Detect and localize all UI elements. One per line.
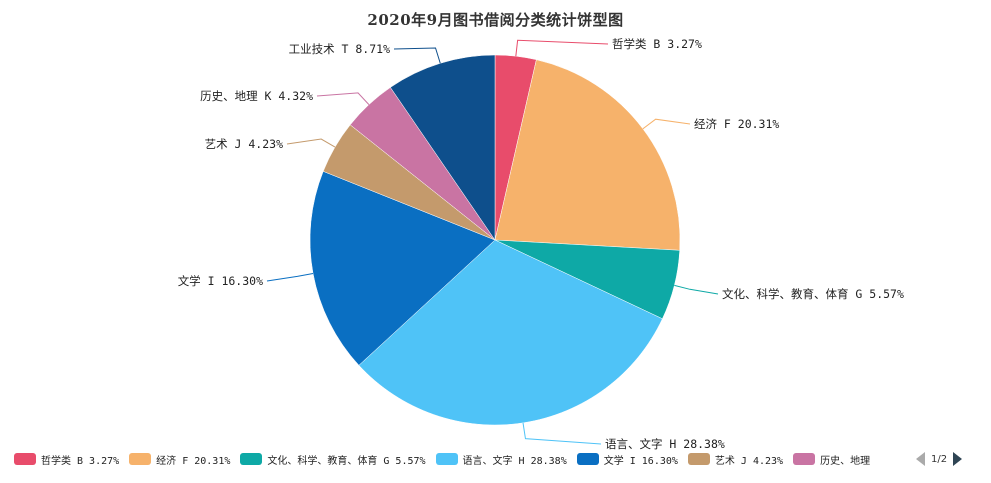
legend-swatch: [793, 453, 816, 465]
chart-title: 2020年9月图书借阅分类统计饼型图: [367, 11, 624, 29]
legend-item[interactable]: 文化、科学、教育、体育 G 5.57%: [240, 452, 426, 467]
legend-item[interactable]: 语言、文字 H 28.38%: [435, 452, 567, 467]
slice-label: 文学 I 16.30%: [178, 274, 263, 288]
legend-item[interactable]: 经济 F 20.31%: [129, 452, 230, 467]
slice-label: 工业技术 T 8.71%: [289, 42, 390, 56]
legend-label: 文化、科学、教育、体育 G 5.57%: [267, 455, 426, 467]
pie-slice[interactable]: [358, 239, 663, 426]
chart-legend: 哲学类 B 3.27% 经济 F 20.31% 文化、科学、教育、体育 G 5.57…: [14, 449, 986, 469]
legend-label: 历史、地理: [820, 455, 871, 467]
legend-label: 经济 F 20.31%: [156, 455, 231, 467]
legend-swatch: [687, 453, 710, 465]
legend-items: 哲学类 B 3.27% 经济 F 20.31% 文化、科学、教育、体育 G 5.57…: [14, 452, 914, 467]
slice-leader-line: [266, 272, 314, 282]
slice-leader-line: [674, 284, 719, 295]
legend-label: 语言、文字 H 28.38%: [462, 455, 567, 467]
slice-leader-line: [286, 138, 336, 148]
legend-swatch: [576, 453, 599, 465]
pie-slice[interactable]: [390, 54, 496, 241]
legend-page-indicator: 1/2: [931, 453, 948, 465]
slice-label: 文化、科学、教育、体育 G 5.57%: [722, 287, 904, 301]
legend-swatch: [129, 453, 152, 465]
slice-leader-line: [316, 92, 370, 105]
pie-slice[interactable]: [494, 59, 681, 251]
legend-next-page-icon[interactable]: [953, 452, 963, 466]
slice-leader-line: [515, 39, 609, 57]
legend-swatch: [435, 453, 458, 465]
slice-leader-line: [393, 47, 441, 64]
legend-label: 文学 I 16.30%: [603, 455, 678, 467]
pie-slice[interactable]: [309, 171, 496, 366]
legend-item[interactable]: 哲学类 B 3.27%: [14, 452, 119, 467]
legend-item[interactable]: 艺术 J 4.23%: [687, 452, 784, 467]
legend-item[interactable]: 文学 I 16.30%: [576, 452, 678, 467]
slice-label: 哲学类 B 3.27%: [612, 37, 702, 51]
legend-label: 哲学类 B 3.27%: [41, 455, 120, 467]
legend-swatch: [240, 453, 263, 465]
slice-label: 历史、地理 K 4.32%: [200, 89, 313, 103]
slice-leader-line: [522, 422, 602, 445]
slice-label: 艺术 J 4.23%: [205, 137, 283, 151]
legend-pager: 1/2: [916, 452, 963, 466]
legend-swatch: [14, 453, 36, 465]
slice-label: 经济 F 20.31%: [694, 117, 779, 131]
slice-leader-line: [642, 118, 691, 130]
legend-label: 艺术 J 4.23%: [714, 455, 784, 467]
legend-item[interactable]: 历史、地理: [793, 452, 870, 467]
slice-label: 语言、文字 H 28.38%: [605, 437, 725, 451]
legend-prev-page-icon[interactable]: [916, 452, 925, 466]
